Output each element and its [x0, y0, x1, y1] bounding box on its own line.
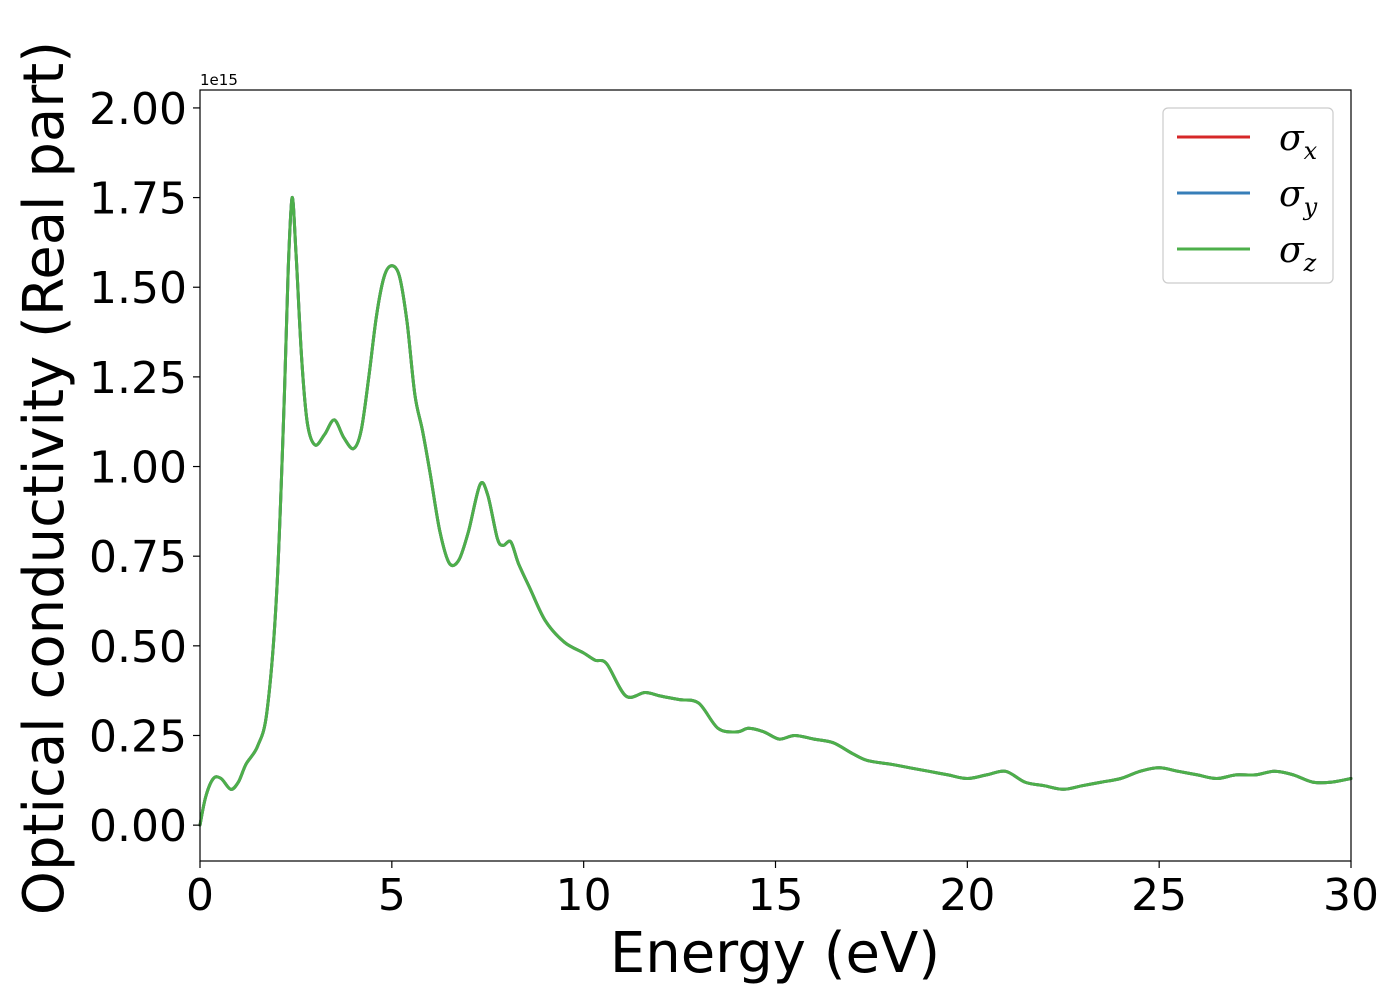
- y-tick-label: 1.50: [89, 263, 187, 314]
- legend-label-y: σy: [1279, 174, 1318, 221]
- legend-label-x: σx: [1279, 118, 1318, 165]
- series-line-z: [198, 196, 1353, 827]
- x-tick-label: 30: [1323, 870, 1379, 921]
- y-tick-label: 0.75: [89, 532, 187, 583]
- x-tick-label: 20: [939, 870, 995, 921]
- y-tick-label: 0.25: [89, 711, 187, 762]
- y-tick-label: 1.25: [89, 353, 187, 404]
- x-tick-label: 0: [186, 870, 214, 921]
- y-tick-label: 0.00: [89, 801, 187, 852]
- x-tick-label: 10: [556, 870, 612, 921]
- plot-area: [198, 196, 1353, 827]
- legend-label-z: σz: [1279, 230, 1317, 277]
- axes: 0 5 10 15 20 25 30 0.00 0.25 0.50 0.75 1.00 1.25 1.50…: [89, 84, 1379, 921]
- legend-box: [1162, 107, 1334, 284]
- y-tick-label: 1.75: [89, 174, 187, 225]
- x-axis-title: Energy (eV): [610, 921, 940, 986]
- y-tick-label: 2.00: [89, 84, 187, 135]
- y-offset-label: 1e15: [200, 71, 238, 89]
- x-tick-label: 15: [748, 870, 804, 921]
- legend: σx σy σz: [1162, 107, 1334, 284]
- x-tick-label: 25: [1131, 870, 1187, 921]
- y-axis-title: Optical conductivity (Real part): [12, 41, 77, 915]
- y-tick-label: 0.50: [89, 622, 187, 673]
- x-tick-label: 5: [378, 870, 406, 921]
- y-tick-label: 1.00: [89, 443, 187, 494]
